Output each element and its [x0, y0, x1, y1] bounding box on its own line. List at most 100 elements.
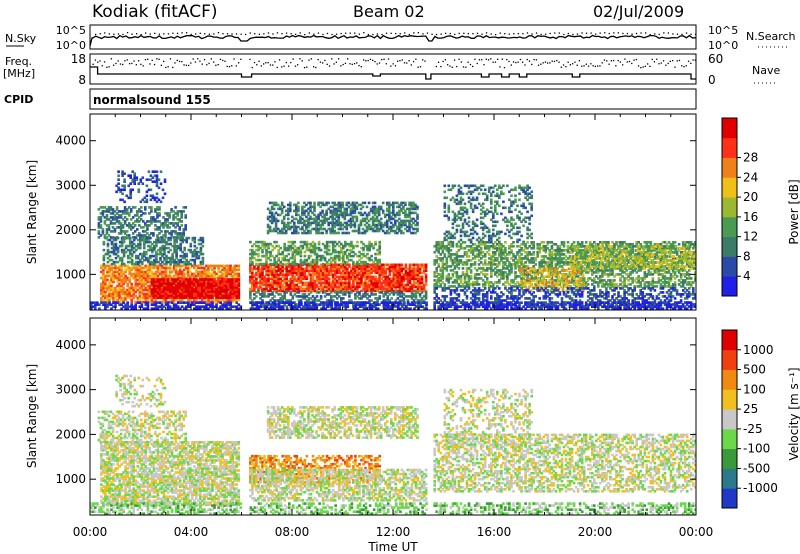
data-cell	[261, 265, 264, 269]
data-cell	[323, 213, 326, 217]
nave-dot	[653, 61, 656, 63]
data-cell	[217, 264, 220, 268]
data-cell	[335, 269, 339, 273]
data-cell	[299, 240, 303, 244]
data-cell	[271, 281, 274, 285]
data-cell	[158, 286, 162, 289]
data-cell	[313, 207, 316, 211]
data-cell	[154, 292, 158, 295]
data-cell	[165, 240, 168, 244]
data-cell	[293, 209, 296, 213]
data-cell	[307, 231, 310, 235]
data-cell	[259, 277, 262, 281]
data-cell	[377, 205, 381, 209]
data-cell	[105, 232, 109, 235]
data-cell	[273, 279, 276, 283]
data-cell	[313, 260, 317, 264]
data-cell	[209, 290, 212, 293]
data-cell	[287, 240, 291, 244]
data-cell	[317, 275, 321, 279]
data-cell	[335, 297, 339, 300]
data-cell	[362, 260, 365, 264]
data-cell	[144, 230, 147, 233]
data-cell	[165, 256, 168, 260]
freq-label-line2: [MHz]	[3, 67, 35, 80]
nave-dot	[253, 61, 256, 64]
data-cell	[136, 268, 140, 272]
nsearch-dot	[272, 33, 274, 35]
data-cell	[368, 271, 371, 275]
data-cell	[106, 250, 110, 254]
data-cell	[371, 217, 375, 221]
data-cell	[255, 281, 258, 285]
data-cell	[126, 256, 130, 260]
nave-dot	[519, 58, 522, 61]
data-cell	[333, 209, 336, 213]
data-cell	[277, 250, 280, 254]
data-cell	[313, 258, 317, 262]
data-cell	[114, 276, 117, 280]
data-cell	[144, 288, 148, 292]
data-cell	[305, 225, 308, 229]
data-cell	[158, 280, 162, 283]
nave-dot	[263, 63, 265, 65]
data-cell	[134, 260, 138, 264]
data-cell	[261, 305, 264, 308]
data-cell	[263, 244, 266, 248]
data-cell	[271, 287, 274, 291]
data-cell	[178, 296, 182, 299]
data-cell	[354, 293, 357, 296]
data-cell	[115, 218, 119, 221]
data-cell	[149, 244, 152, 248]
data-cell	[307, 273, 311, 277]
data-cell	[313, 283, 317, 287]
data-cell	[219, 292, 222, 295]
data-cell	[379, 225, 383, 229]
data-cell	[367, 201, 371, 205]
data-cell	[331, 250, 335, 254]
data-cell	[282, 205, 286, 209]
data-cell	[376, 265, 379, 269]
data-cell	[392, 207, 395, 211]
data-cell	[178, 226, 181, 229]
data-cell	[227, 282, 230, 285]
nave-dot	[572, 63, 574, 65]
data-cell	[303, 229, 306, 233]
data-cell	[313, 281, 317, 285]
data-cell	[255, 295, 258, 298]
data-cell	[163, 258, 166, 262]
data-cell	[229, 272, 232, 276]
data-cell	[203, 292, 206, 295]
data-cell	[404, 283, 408, 287]
data-cell	[392, 283, 396, 287]
data-cell	[136, 284, 140, 288]
data-cell	[179, 242, 182, 246]
data-cell	[333, 207, 336, 211]
data-cell	[365, 227, 369, 231]
data-cell	[156, 282, 160, 285]
nave-dot	[276, 66, 278, 69]
data-cell	[122, 272, 125, 276]
nsky-left-tick-top: 10^5	[56, 24, 86, 37]
data-cell	[269, 283, 272, 287]
data-cell	[142, 292, 146, 296]
data-cell	[331, 283, 335, 287]
data-cell	[325, 213, 328, 217]
data-cell	[180, 296, 184, 299]
data-cell	[124, 270, 127, 274]
data-cell	[402, 283, 406, 287]
data-cell	[335, 256, 339, 260]
data-cell	[351, 217, 355, 221]
nave-dot	[283, 65, 285, 67]
data-cell	[130, 262, 134, 266]
data-cell	[287, 285, 291, 289]
nave-dot	[165, 66, 167, 69]
data-cell	[374, 242, 377, 246]
data-cell	[371, 223, 375, 227]
data-cell	[396, 289, 400, 293]
data-cell	[153, 246, 156, 250]
data-cell	[106, 298, 109, 302]
data-cell	[187, 282, 190, 285]
data-cell	[414, 223, 417, 227]
